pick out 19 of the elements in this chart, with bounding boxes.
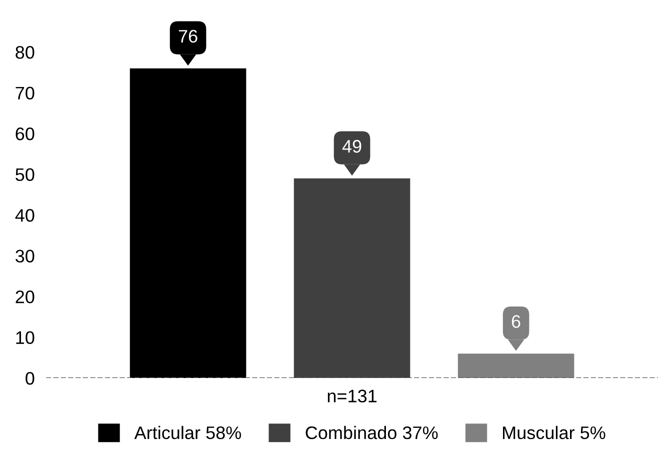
legend-label: Muscular 5%: [503, 426, 606, 440]
x-tick-label: n=131: [328, 390, 377, 402]
bar: [294, 178, 410, 378]
bar: [130, 68, 246, 378]
data-label: 6: [512, 315, 520, 328]
data-label: 49: [342, 140, 362, 153]
y-tick-label: 0: [26, 372, 34, 385]
y-tick-label: 20: [16, 290, 34, 304]
legend-label: Combinado 37%: [306, 426, 438, 440]
data-label: 76: [178, 30, 198, 43]
y-tick-label: 40: [15, 209, 34, 222]
y-tick-label: 60: [16, 128, 34, 140]
legend-label: Articular 58%: [134, 426, 242, 440]
y-tick-label: 80: [16, 46, 34, 59]
y-tick-label: 30: [16, 250, 34, 263]
y-tick-label: 70: [16, 86, 34, 100]
bar: [458, 354, 574, 378]
y-tick-label: 10: [16, 331, 34, 344]
y-tick-label: 50: [16, 168, 34, 182]
